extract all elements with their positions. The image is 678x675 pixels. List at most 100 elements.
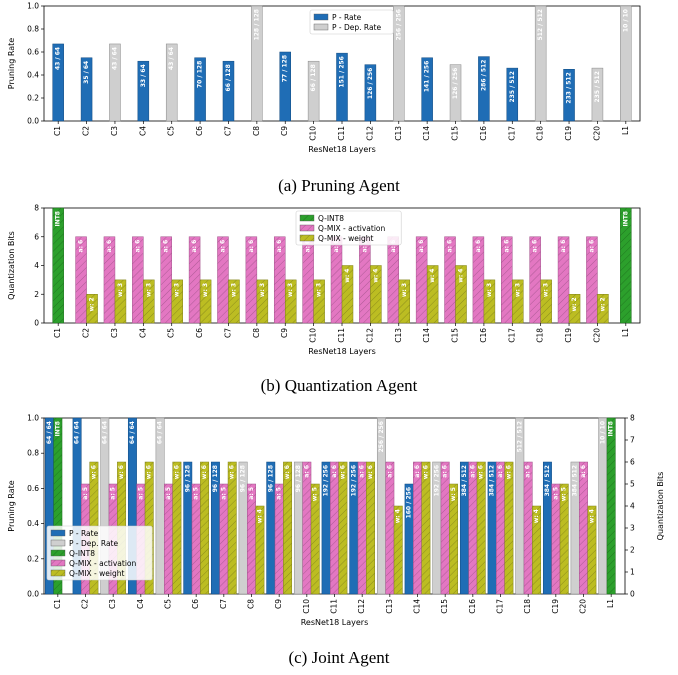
chart-c-activation-bar [357,461,367,595]
chart-c-weight-label: w: 6 [146,465,153,479]
chart-a-xtick-label: C19 [564,126,573,141]
chart-b-weight-bar [341,265,354,324]
chart-a-ytick-label: 0.8 [27,25,39,34]
chart-c-prune-label: 96 / 128 [212,465,219,492]
chart-b-legend-label: Q-MIX - activation [318,224,386,233]
chart-b-ytick-label: 6 [34,232,39,241]
chart-a-xtick-label: C5 [167,126,176,136]
chart-c-prune-label: 96 / 128 [267,465,274,492]
chart-c-activation-bar [440,461,450,595]
chart-c-xtick-label: C12 [357,599,366,614]
chart-a-bar-label: 126 / 256 [452,68,459,99]
chart-c-xtick-label: C17 [496,599,505,614]
chart-c-activation-label: a: 6 [469,465,476,478]
chart-c-legend-swatch [50,549,66,557]
chart-c-activation-bar [496,461,505,595]
chart-c-prune-label: 192 / 256 [433,465,440,496]
chart-a-bar-label: 66 / 128 [310,64,317,91]
chart-b-caption: (b) Quantization Agent [261,376,418,395]
chart-a-ytick-label: 0.0 [27,117,39,126]
chart-c-weight-bar [310,483,320,595]
chart-c-ytick-label-right: 6 [630,458,635,467]
chart-c-weight-label: w: 6 [422,465,429,479]
chart-c-activation-label: a: 6 [303,465,310,478]
chart-b-xtick-label: C6 [195,328,204,338]
chart-c-prune-label: 384 / 512 [572,465,579,496]
chart-c-ytick-label-right: 1 [630,568,635,577]
chart-b-activation-label: a: 6 [333,240,340,253]
chart-b-weight-label: w: 3 [401,283,408,297]
chart-a-ytick-label: 1.0 [27,2,39,11]
chart-c-activation-label: a: 5 [110,487,117,500]
chart-b-activation-label: a: 6 [390,240,397,253]
chart-a-xtick-label: C2 [82,126,91,136]
chart-c-ytick-label: 0.8 [27,449,39,458]
chart-a-legend-swatch [313,23,329,31]
chart-b-weight-bar [114,279,127,324]
chart-c-activation-label: a: 5 [220,487,227,500]
chart-a-bar-label: 141 / 256 [424,61,431,92]
chart-c-legend-swatch [50,559,66,567]
chart-c-weight-label: w: 6 [118,465,125,479]
chart-c-weight-bar [587,505,597,595]
chart-b-xtick-label: C20 [592,328,601,343]
chart-b-weight-label: w: 3 [230,283,237,297]
chart-c-prune-label: 96 / 128 [295,465,302,492]
chart-b-weight-label: w: 3 [287,283,294,297]
chart-b-activation-label: a: 6 [305,240,312,253]
chart-c-weight-bar [227,461,237,595]
chart-b-weight-bar [313,279,325,324]
chart-c-ytick-label-right: 5 [630,480,635,489]
chart-b-activation-label: a: 6 [588,240,595,253]
chart-c-xtick-label: C2 [81,599,90,609]
chart-b-weight-label: w: 3 [259,283,266,297]
chart-c-activation-label: a: 6 [359,465,366,478]
chart-c-xtick-label: C16 [468,599,477,614]
chart-b-legend-swatch [299,224,315,232]
chart-c-prune-label: 64 / 64 [129,421,136,444]
chart-b-activation-label: a: 6 [219,240,226,253]
chart-b-int8-label: INT8 [622,211,629,227]
chart-c-xtick-label: C8 [247,599,256,609]
chart-b-xtick-label: C10 [309,328,318,343]
chart-b-xtick-label: C19 [564,328,573,343]
chart-c-activation-bar [330,461,339,595]
chart-c-int8-label: INT8 [608,421,615,437]
chart-b-activation-label: a: 6 [106,240,113,253]
chart-c-weight-bar [172,461,182,595]
chart-b-activation-bar [75,236,87,324]
chart-c-xtick-label: C3 [108,599,117,609]
chart-c-legend-swatch [50,539,66,547]
chart-b-weight-label: w: 2 [599,297,606,311]
chart-c-xtick-label: C10 [302,599,311,614]
chart-b-weight-bar [540,279,552,324]
chart-a-caption: (a) Pruning Agent [278,176,400,195]
chart-a-bar-label: 43 / 64 [111,47,118,70]
chart-b-legend-swatch [299,214,315,222]
chart-c-ylabel-right: Quantization Bits [656,472,665,541]
chart-b-ytick-label: 0 [34,319,39,328]
chart-b-weight-bar [143,279,155,324]
chart-a-bar-label: 235 / 512 [509,71,516,102]
chart-c-weight-label: w: 4 [533,509,540,523]
chart-c-weight-bar [421,461,431,595]
chart-c-legend-label: Q-MIX - activation [69,559,137,568]
chart-c-activation-label: a: 5 [248,487,255,500]
chart-b-weight-bar [597,294,609,324]
chart-b-xtick-label: C16 [479,328,488,343]
chart-c-activation-label: a: 5 [193,487,200,500]
chart-a-xtick-label: C7 [223,126,232,136]
chart-b-weight-bar [256,279,269,324]
chart-b-activation-bar [586,236,598,324]
chart-c-activation-label: a: 5 [82,487,89,500]
chart-b-weight-label: w: 3 [486,283,493,297]
chart-c-weight-label: w: 6 [284,465,291,479]
chart-b-ytick-label: 2 [34,290,39,299]
chart-b-activation-label: a: 6 [361,240,368,253]
chart-a-xtick-label: C11 [337,126,346,141]
chart-c-weight-bar [200,461,210,595]
chart-a-xtick-label: L1 [621,126,630,135]
chart-c-ytick-label: 0.6 [27,484,39,493]
chart-b-ytick-label: 8 [34,204,39,213]
chart-c-xtick-label: C11 [330,599,339,614]
